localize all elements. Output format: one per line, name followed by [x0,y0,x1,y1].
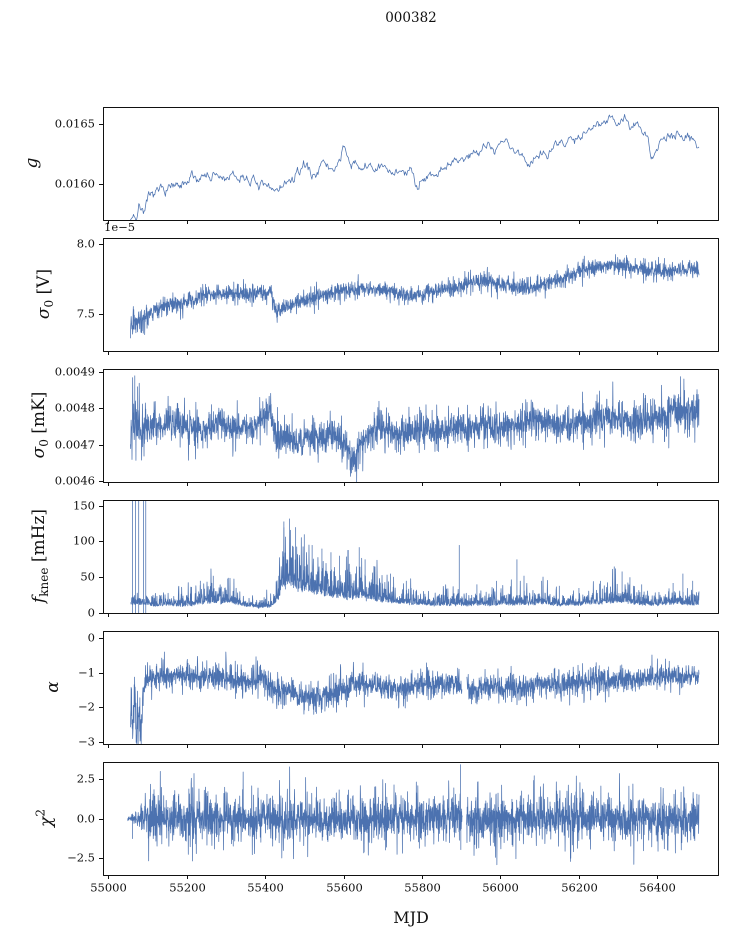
y-axis-label-sigma0-mk: σ0 [mK] [28,391,52,459]
y-axis-offset-text: 1e−5 [104,220,136,234]
x-axis-label: MJD [393,908,429,927]
y-axis-label-chi2: χ2 [33,809,57,827]
figure-title: 000382 [385,10,437,26]
y-axis-label-fknee: fknee [mHz] [28,508,52,604]
y-axis-label-g: g [22,157,42,169]
y-axis-label-sigma0-v: σ0 [V] [33,268,57,320]
y-axis-label-alpha: α [43,681,63,693]
